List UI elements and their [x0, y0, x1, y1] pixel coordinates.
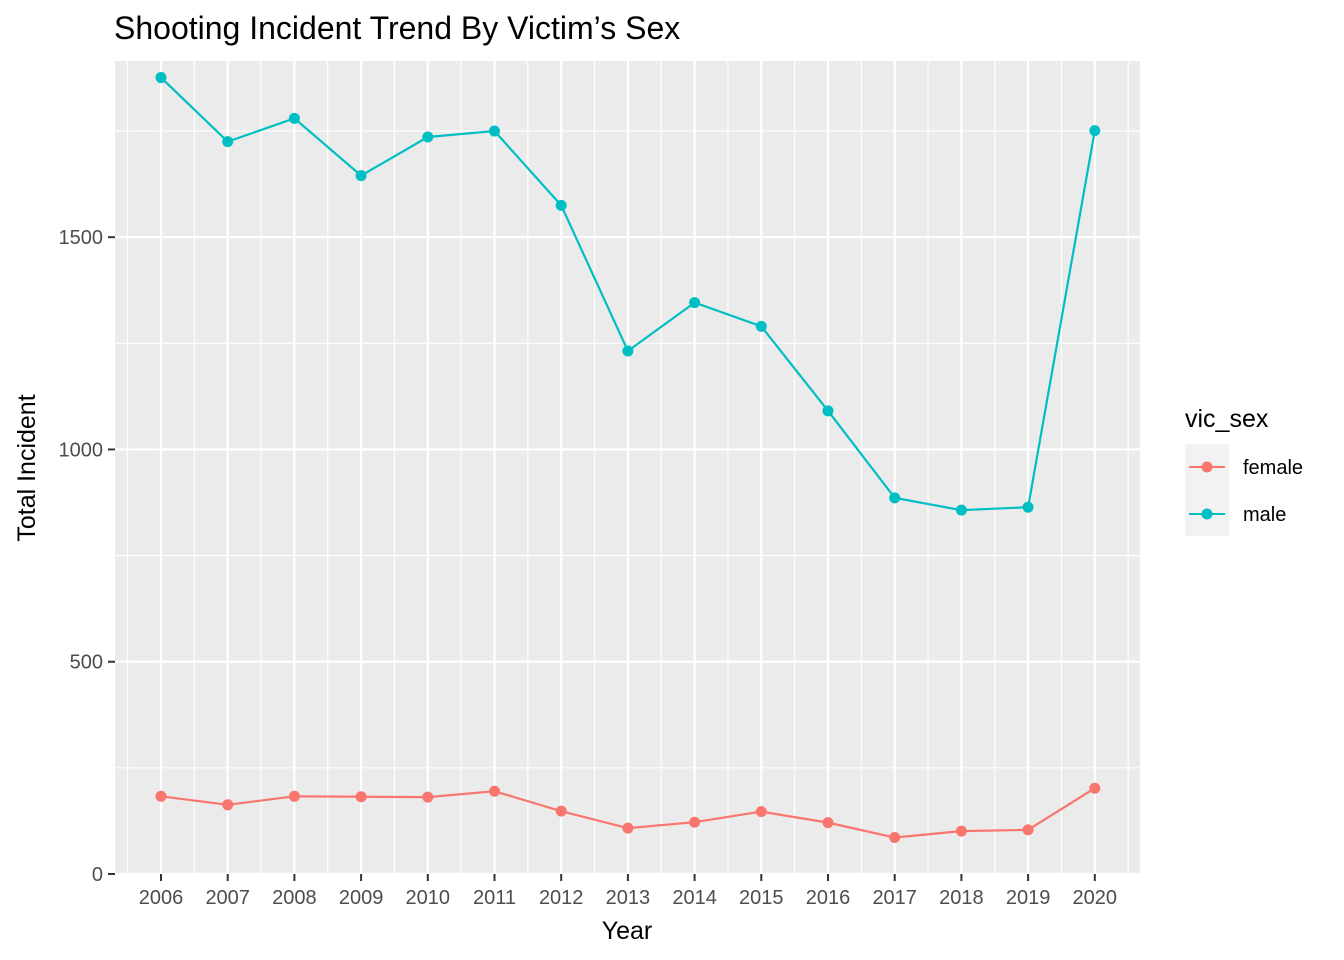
data-point-male [155, 72, 167, 84]
x-tick-label: 2017 [872, 887, 917, 909]
data-point-female [422, 791, 434, 803]
data-point-female [955, 825, 967, 837]
data-point-female [1089, 782, 1101, 794]
legend-label-female: female [1243, 457, 1303, 479]
data-point-male [1089, 125, 1101, 137]
data-point-female [622, 822, 634, 834]
y-axis: 0 500 1000 1500 [59, 227, 115, 886]
legend: vic_sex female male [1185, 405, 1303, 536]
data-point-male [355, 170, 367, 182]
x-tick-label: 2016 [806, 887, 851, 909]
data-point-female [288, 790, 300, 802]
data-point-male [955, 504, 967, 516]
legend-key-male-point [1201, 508, 1213, 520]
data-point-male [1022, 501, 1034, 513]
data-point-female [489, 785, 500, 797]
data-point-female [755, 806, 767, 818]
data-point-male [622, 345, 634, 357]
x-tick-label: 2009 [339, 887, 384, 909]
data-point-female [822, 817, 834, 829]
data-point-female [555, 805, 567, 817]
legend-title: vic_sex [1185, 405, 1269, 433]
legend-key-background [1185, 444, 1229, 536]
data-point-male [755, 320, 767, 332]
data-point-male [288, 112, 300, 124]
legend-key-female-point [1201, 461, 1213, 473]
data-point-male [422, 131, 434, 143]
x-tick-label: 2008 [272, 887, 317, 909]
x-tick-label: 2010 [406, 887, 451, 909]
x-tick-label: 2014 [672, 887, 717, 909]
x-tick-label: 2012 [539, 887, 584, 909]
data-point-male [822, 405, 834, 417]
x-tick-label: 2018 [939, 887, 984, 909]
y-axis-title: Total Incident [13, 394, 41, 541]
x-axis-title: Year [602, 917, 653, 945]
x-tick-label: 2007 [205, 887, 250, 909]
x-tick-label: 2019 [1006, 887, 1051, 909]
x-tick-label: 2011 [473, 887, 516, 909]
series-layer [155, 72, 1101, 843]
data-point-male [889, 492, 901, 504]
x-tick-label: 2015 [739, 887, 784, 909]
x-tick-label: 2013 [606, 887, 651, 909]
data-point-male [222, 136, 234, 148]
data-point-female [1022, 824, 1034, 836]
data-point-male [489, 125, 500, 137]
y-tick-label: 500 [70, 652, 103, 674]
minor-gridlines [115, 61, 1140, 874]
y-tick-label: 1500 [59, 227, 104, 249]
x-axis: 2006 2007 2008 2009 2010 2011 2012 2013 2014 2015… [139, 874, 1117, 909]
data-point-female [222, 799, 234, 811]
data-point-female [689, 816, 701, 828]
x-tick-label: 2020 [1073, 887, 1118, 909]
data-point-male [689, 297, 701, 309]
data-point-female [355, 791, 367, 803]
y-tick-label: 0 [92, 864, 103, 886]
data-point-male [555, 199, 567, 211]
x-tick-label: 2006 [139, 887, 184, 909]
chart-title: Shooting Incident Trend By Victim’s Sex [114, 10, 680, 46]
major-gridlines [115, 61, 1140, 876]
y-tick-label: 1000 [59, 439, 104, 461]
legend-label-male: male [1243, 504, 1286, 526]
data-point-female [889, 831, 901, 843]
data-point-female [155, 790, 167, 802]
